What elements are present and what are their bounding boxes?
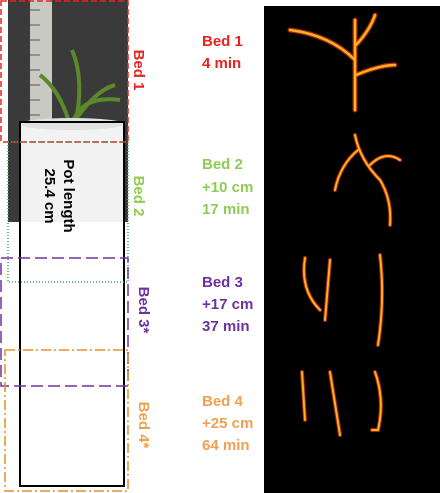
bed-text: 17 min [202,201,250,218]
bed-text: 4 min [202,55,241,72]
pot-outline [19,121,125,487]
bed-text: Bed 3 [202,274,243,291]
bed-label: Bed 3* [135,287,152,334]
bed-text: Bed 4 [202,393,244,410]
bed-text: Bed 1 [202,33,243,50]
bed-4-box [4,349,129,492]
bed-text: +10 cm [202,179,253,196]
bed-text: 37 min [202,318,250,335]
bed-label: Bed 2 [130,176,147,217]
bed-text: 64 min [202,437,250,454]
bed-2-box [7,141,129,283]
bed-text: +25 cm [202,415,253,432]
bed-label: Bed 1 [130,50,147,91]
root-scans [264,6,440,493]
pot-label: Pot length [60,159,77,232]
bed-text: +17 cm [202,296,253,313]
bed-1-box [0,0,129,143]
bed-label: Bed 4* [135,402,152,449]
bed-3-box [0,257,129,387]
pot-label: 25.4 cm [41,168,58,223]
bed-text: Bed 2 [202,156,243,173]
